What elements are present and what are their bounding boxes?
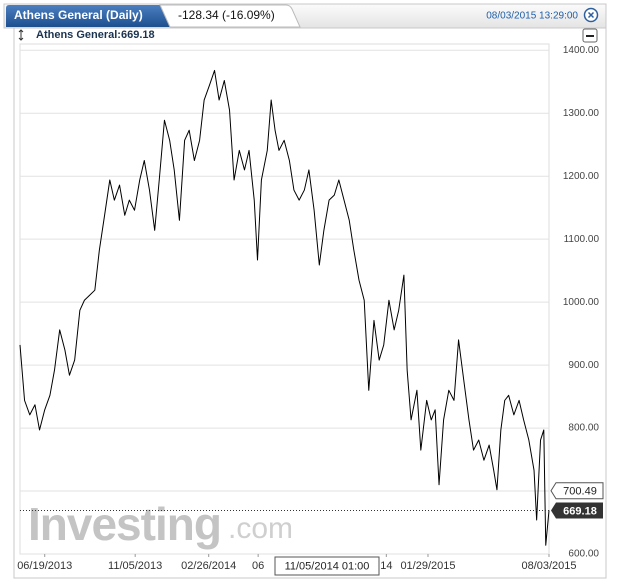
y-tick-label: 600.00 <box>568 549 599 560</box>
y-tick-label: 1200.00 <box>563 171 600 182</box>
marks <box>19 69 550 546</box>
close-icon <box>587 11 595 19</box>
y-tick-label: 1100.00 <box>564 234 600 245</box>
last-value-label: 669.18 <box>563 505 597 517</box>
x-tick-label: 06 <box>252 560 264 572</box>
crosshair-value-box <box>550 482 604 500</box>
crosshair-x-box <box>274 556 380 576</box>
plot-area <box>19 43 550 555</box>
y-tick-label: 1300.00 <box>563 108 600 119</box>
x-tick-label: 11/05/2013 <box>108 560 162 572</box>
x-tick-label: 14 <box>380 560 392 572</box>
x-tick-label: 08/03/2015 <box>521 560 576 572</box>
header-timestamp: 08/03/2015 13:29:00 <box>486 11 578 22</box>
change-tab <box>159 4 301 28</box>
y-tick-label: 900.00 <box>568 360 599 371</box>
legend-label: Athens General:669.18 <box>36 29 155 41</box>
watermark-main: Investing <box>28 498 221 550</box>
x-tick-label: 01/29/2015 <box>400 560 455 572</box>
y-tick-label: 800.00 <box>568 423 599 434</box>
price-line <box>19 69 550 546</box>
watermark: Investing .com <box>28 498 293 550</box>
y-tick-label: 1000.00 <box>563 297 600 308</box>
annotations: 669.18 700.49 11/05/2014 01:00 <box>20 482 604 576</box>
crosshair-x-label: 11/05/2014 01:00 <box>285 560 370 572</box>
x-tick-label: 02/26/2014 <box>181 560 236 572</box>
scale-icon[interactable] <box>18 29 24 41</box>
crosshair-value-label: 700.49 <box>563 486 597 498</box>
last-value-box <box>551 502 603 519</box>
watermark-suffix: .com <box>228 512 293 545</box>
x-tick-label: 06/19/2013 <box>17 560 72 572</box>
header-title: Athens General (Daily) <box>14 8 143 22</box>
header-change: -128.34 (-16.09%) <box>178 8 275 22</box>
y-tick-label: 1400.00 <box>563 45 600 56</box>
header-tab <box>6 5 170 27</box>
